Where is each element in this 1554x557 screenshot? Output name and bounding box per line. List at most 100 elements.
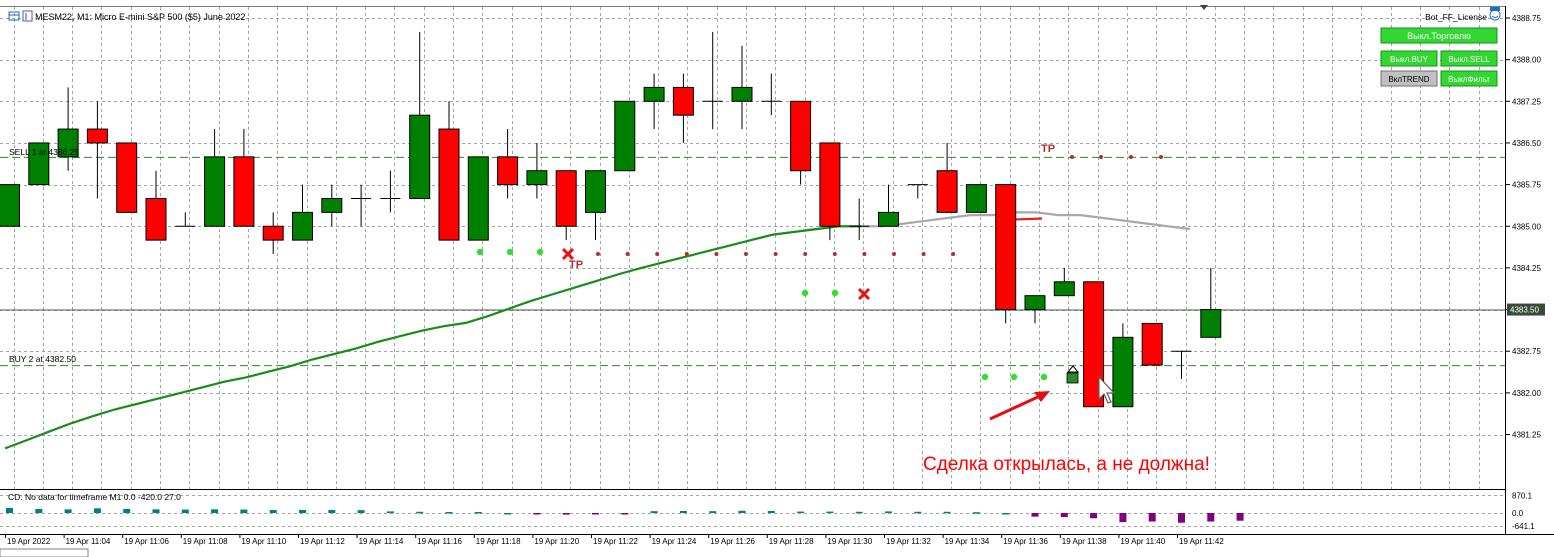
indicator-bar <box>64 509 72 513</box>
trend-toggle-label: ВклTREND <box>1388 75 1429 84</box>
candle <box>409 31 431 199</box>
indicator-bar <box>1031 513 1039 517</box>
indicator-bar <box>504 513 512 515</box>
tp-dot <box>803 252 808 256</box>
candle <box>849 198 870 241</box>
indicator-bar <box>416 511 424 514</box>
candle <box>175 212 196 227</box>
sell-toggle-bg <box>1440 50 1498 67</box>
indicator-bar <box>797 511 805 514</box>
indicator-bar <box>93 508 101 513</box>
candle-body-bull <box>878 211 899 227</box>
candle-body-bull <box>1053 281 1075 297</box>
tp-dot <box>1099 155 1103 159</box>
tp-dot <box>773 252 778 256</box>
indicator-bar <box>211 509 219 513</box>
sell-level-label: SELL 1 at 4386.25 <box>9 147 79 157</box>
candle <box>1083 281 1105 408</box>
candle <box>321 184 343 227</box>
candle <box>761 73 782 116</box>
candle-body-bear <box>438 128 460 241</box>
candle <box>819 142 841 241</box>
candle <box>204 129 226 227</box>
time-tick-label: 19 Apr 2022 <box>7 537 51 546</box>
indicator-bar <box>240 509 248 513</box>
candle-body-bull <box>409 114 431 199</box>
take-profit-label-sell: TP <box>1041 143 1055 155</box>
indicator-bar <box>621 513 629 515</box>
candle-body-bear <box>1141 322 1163 366</box>
chart-shift-marker[interactable] <box>1200 5 1208 10</box>
time-tick-label: 19 Apr 11:38 <box>1062 537 1107 546</box>
indicator-bar <box>1002 513 1010 515</box>
trend-toggle-bg <box>1380 70 1438 87</box>
price-tick-label: 4384.25 <box>1512 264 1541 273</box>
time-tick-label: 19 Apr 11:22 <box>593 537 638 546</box>
candle-body-bear <box>555 170 577 227</box>
price-axis[interactable]: 4388.75 4388.00 4387.25 4386.50 4385.75 4385.… <box>1506 14 1545 440</box>
trend-toggle-button[interactable]: ВклTREND <box>1380 70 1438 87</box>
trade-levels <box>0 156 1505 367</box>
buy-toggle-label: Выкл.BUY <box>1390 55 1429 64</box>
time-tick-label: 19 Apr 11:26 <box>710 537 755 546</box>
indicator-bar <box>474 511 482 514</box>
scroll-tab[interactable] <box>0 548 89 557</box>
candle-body-bear <box>233 156 255 227</box>
tp-dot <box>684 252 689 256</box>
time-tick-label: 19 Apr 11:34 <box>945 537 990 546</box>
indicator-bar <box>1148 513 1156 522</box>
trading-toggle-button[interactable]: Выкл.Торговлю <box>1380 27 1498 44</box>
indicator-bar <box>679 510 687 513</box>
sell-toggle-button[interactable]: Выкл.SELL <box>1440 50 1498 67</box>
tp-dot <box>625 252 630 256</box>
tp-dot <box>1129 155 1133 159</box>
indicator-bar <box>738 510 746 513</box>
filter-toggle-button[interactable]: ВыклФильт <box>1440 70 1498 87</box>
current-price-badge <box>1507 303 1545 316</box>
time-tick-label: 19 Apr 11:24 <box>652 537 697 546</box>
control-panel: Выкл.Торговлю Выкл.BUY Выкл.SELL ВклTREN… <box>1380 27 1498 87</box>
tp-dot <box>1070 155 1074 159</box>
close-cross-icon <box>561 247 575 261</box>
expert-advisor-label[interactable]: Bot_FF_License <box>1425 7 1501 22</box>
tp-dot <box>892 252 896 256</box>
filter-toggle-bg <box>1440 70 1498 87</box>
candle <box>438 101 460 241</box>
indicator-label: CD: No data for timeframe M1 0.0 -420.0 … <box>8 492 181 502</box>
candle <box>585 170 606 241</box>
indicator-bar <box>1236 513 1244 521</box>
buy-toggle-bg <box>1380 50 1438 67</box>
candle <box>292 184 313 241</box>
candle <box>790 100 812 185</box>
indicator-bar <box>767 510 775 513</box>
trade-entry-arrow-icon <box>1066 365 1080 384</box>
ma-line-up <box>4 225 861 450</box>
time-tick-label: 19 Apr 11:16 <box>417 537 462 546</box>
mouse-cursor-icon <box>1098 375 1116 404</box>
time-tick-label: 19 Apr 11:04 <box>66 537 111 546</box>
indicator-bar <box>533 513 541 515</box>
tp-dot <box>596 252 600 256</box>
candle <box>1024 295 1046 324</box>
time-tick-label: 19 Apr 11:20 <box>534 537 579 546</box>
candle-body-bull <box>204 156 226 227</box>
candle <box>555 170 577 241</box>
candle <box>351 184 372 227</box>
indicator-bar <box>299 509 306 513</box>
candle <box>526 142 548 199</box>
buy-toggle-button[interactable]: Выкл.BUY <box>1380 50 1438 67</box>
indicator-bar <box>1060 513 1068 518</box>
price-tick-label: 4382.00 <box>1512 389 1541 398</box>
candle-body-bear <box>86 128 108 144</box>
candle <box>936 142 958 213</box>
annotation-note: Сделка открылась, а не должна! <box>923 454 1210 475</box>
candle-body-bear <box>1083 281 1105 408</box>
indicator-bar <box>885 511 892 513</box>
candle-body-bull <box>1200 309 1222 338</box>
candle <box>57 87 79 171</box>
candle-body-bull <box>585 170 606 213</box>
candle-body-bear <box>497 156 519 186</box>
signal-dot <box>831 289 839 297</box>
